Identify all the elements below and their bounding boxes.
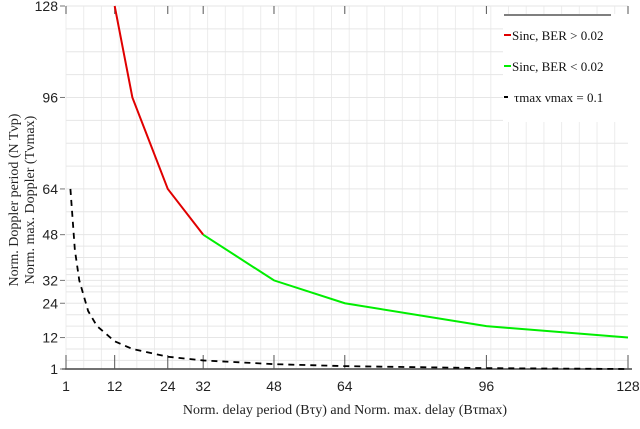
y-tick-label: 48 — [42, 227, 58, 243]
x-tick-label: 12 — [107, 378, 123, 394]
y-tick-label: 96 — [42, 89, 58, 105]
x-tick-label: 96 — [479, 378, 495, 394]
y-tick-label: 1 — [50, 361, 58, 377]
y-tick-label: 32 — [42, 272, 58, 288]
x-tick-label: 64 — [337, 378, 353, 394]
x-tick-label: 48 — [266, 378, 282, 394]
series-line-1 — [202, 233, 629, 339]
x-tick-label: 1 — [62, 378, 70, 394]
legend: Sinc, BER > 0.02 Sinc, BER < 0.02 τmax νma… — [503, 14, 640, 122]
legend-label: τmax νmax = 0.1 — [514, 90, 603, 105]
legend-label: Sinc, BER > 0.02 — [512, 28, 603, 43]
y-axis-label-line2: Norm. max. Doppler (Tνmax) — [23, 115, 38, 284]
y-axis-label-line1: Norm. Doppler period (N Tνp) — [7, 113, 22, 286]
y-tick-label: 24 — [42, 295, 58, 311]
grid — [65, 5, 628, 370]
y-tick-label: 64 — [42, 181, 58, 197]
y-tick-label: 128 — [35, 0, 59, 14]
y-tick-labels: 1 12 24 32 48 64 96 128 — [35, 0, 59, 377]
x-axis-label: Norm. delay period (Bτy) and Norm. max. … — [183, 403, 508, 418]
legend-label: Sinc, BER < 0.02 — [512, 59, 603, 74]
series-line-2 — [69, 188, 629, 370]
x-tick-label: 24 — [160, 378, 176, 394]
x-tick-label: 32 — [195, 378, 211, 394]
y-tick-label: 12 — [42, 330, 58, 346]
series-line-0 — [113, 5, 204, 236]
x-tick-label: 128 — [616, 378, 640, 394]
x-tick-labels: 1 12 24 32 48 64 96 128 — [62, 378, 640, 394]
series-lines — [69, 5, 629, 370]
